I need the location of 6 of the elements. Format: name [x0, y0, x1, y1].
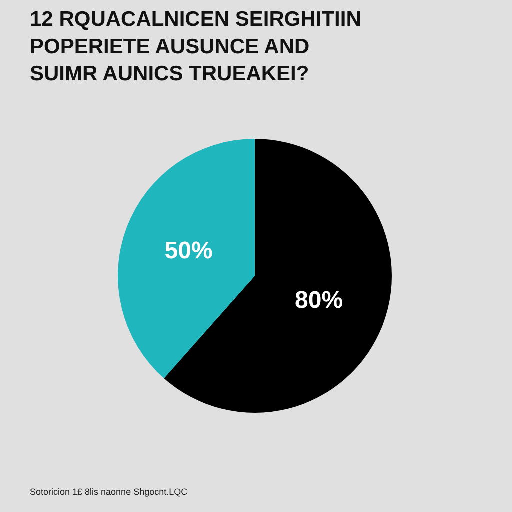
chart-title: 12 RQUACALNICEN SEIRGHITIIN POPERIETE AUSUNCE AND SUIMR AUNICS TRUEAKEI?	[30, 8, 362, 86]
data-label: 80%	[295, 286, 344, 314]
pie-slice	[164, 139, 392, 413]
data-label: 50%	[164, 237, 213, 264]
text: Sotoricion 1£ 8lis naonne Shgocnt.LQC	[30, 487, 188, 497]
pie-slice	[118, 139, 255, 379]
